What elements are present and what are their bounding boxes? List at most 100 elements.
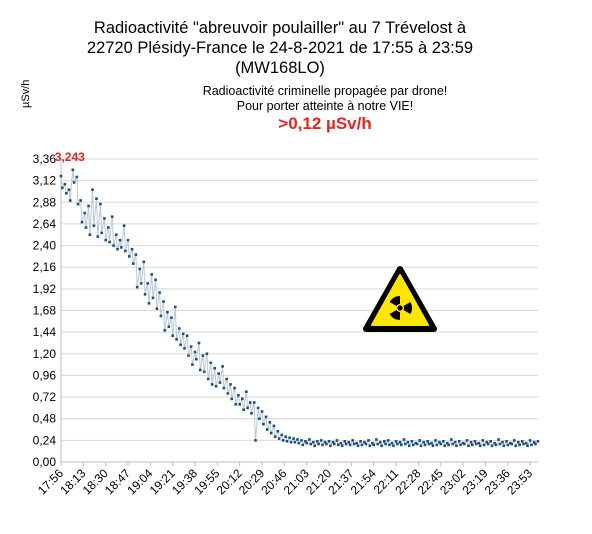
data-point (150, 273, 153, 276)
data-point (273, 435, 277, 438)
y-tick-label: 2,40 (33, 239, 57, 253)
data-point (84, 226, 88, 229)
data-point (63, 182, 67, 186)
data-point (427, 442, 431, 446)
data-point (92, 224, 96, 227)
data-point (218, 381, 222, 384)
data-point (118, 238, 122, 242)
data-point (154, 278, 157, 282)
data-point (317, 442, 320, 446)
data-point (126, 238, 130, 242)
data-point (520, 440, 524, 443)
data-point (183, 347, 186, 350)
data-point (297, 441, 301, 445)
data-point (406, 440, 410, 444)
data-point (260, 410, 264, 413)
y-tick-label: 3,12 (33, 174, 57, 188)
data-point (139, 282, 143, 285)
data-point (400, 443, 403, 447)
data-point (383, 440, 386, 443)
data-point (309, 442, 312, 446)
data-point (351, 439, 354, 442)
radiation-warning-icon (363, 266, 437, 332)
data-point (367, 439, 370, 442)
y-tick-label: 1,92 (33, 282, 57, 296)
data-point (410, 440, 414, 443)
data-point (59, 174, 63, 178)
data-point (443, 444, 446, 448)
data-point (80, 220, 84, 224)
data-point (360, 443, 364, 447)
data-point (514, 444, 517, 448)
x-tick-label: 21:54 (348, 466, 379, 497)
data-point (415, 442, 419, 446)
data-point (434, 439, 437, 442)
data-point (347, 440, 351, 444)
data-point (450, 438, 453, 441)
data-point (158, 291, 161, 294)
data-point (87, 204, 90, 208)
data-point (128, 255, 131, 258)
data-point (174, 305, 177, 309)
data-point (264, 415, 268, 419)
data-point (163, 329, 167, 332)
data-point (147, 302, 151, 305)
data-point (234, 403, 238, 406)
data-point (474, 442, 478, 446)
data-point (132, 262, 135, 265)
data-point (534, 442, 537, 446)
data-point (272, 424, 276, 428)
grid-lines (61, 158, 538, 463)
data-point (142, 260, 146, 264)
threshold-label: >0,12 µSv/h (278, 114, 372, 133)
data-point (138, 267, 142, 271)
data-point (308, 438, 311, 441)
data-point (501, 440, 504, 444)
data-point (159, 314, 163, 318)
data-point (453, 440, 457, 444)
data-point (348, 443, 352, 447)
data-point (300, 439, 303, 442)
data-point (67, 188, 71, 191)
y-tick-label: 0,48 (33, 412, 57, 426)
data-point (288, 436, 291, 439)
y-tick-label: 2,88 (33, 195, 57, 209)
data-point (241, 397, 244, 401)
data-point (438, 440, 441, 444)
data-point (252, 401, 256, 404)
data-point (489, 440, 492, 443)
data-point (398, 440, 402, 444)
data-point (103, 217, 106, 220)
data-point (155, 307, 159, 310)
data-point (108, 240, 111, 244)
data-point (335, 439, 339, 442)
data-point (333, 442, 336, 446)
data-point (304, 440, 307, 443)
data-point (315, 440, 319, 443)
y-tick-label: 1,20 (33, 347, 57, 361)
data-point (284, 435, 287, 438)
data-point (277, 437, 281, 440)
y-tick-label: 2,16 (33, 260, 57, 274)
data-point (431, 444, 435, 448)
data-point (477, 441, 481, 445)
data-point (312, 440, 315, 444)
data-point (222, 386, 226, 390)
data-point (280, 433, 284, 437)
data-point (481, 439, 485, 442)
data-point (258, 417, 261, 420)
subtitle-line1: Radioactivité criminelle propagée par dr… (202, 84, 448, 98)
chart-title-line3: (MW168LO) (235, 59, 325, 77)
y-tick-label: 0,00 (33, 455, 57, 469)
data-point (226, 392, 230, 395)
data-point (465, 439, 469, 442)
data-point (482, 443, 486, 447)
data-point (210, 383, 214, 386)
data-point (522, 442, 525, 446)
data-point (124, 249, 127, 253)
data-point (439, 442, 443, 446)
data-point (269, 431, 273, 435)
data-point (175, 338, 178, 341)
y-tick-label: 0,96 (33, 368, 57, 382)
